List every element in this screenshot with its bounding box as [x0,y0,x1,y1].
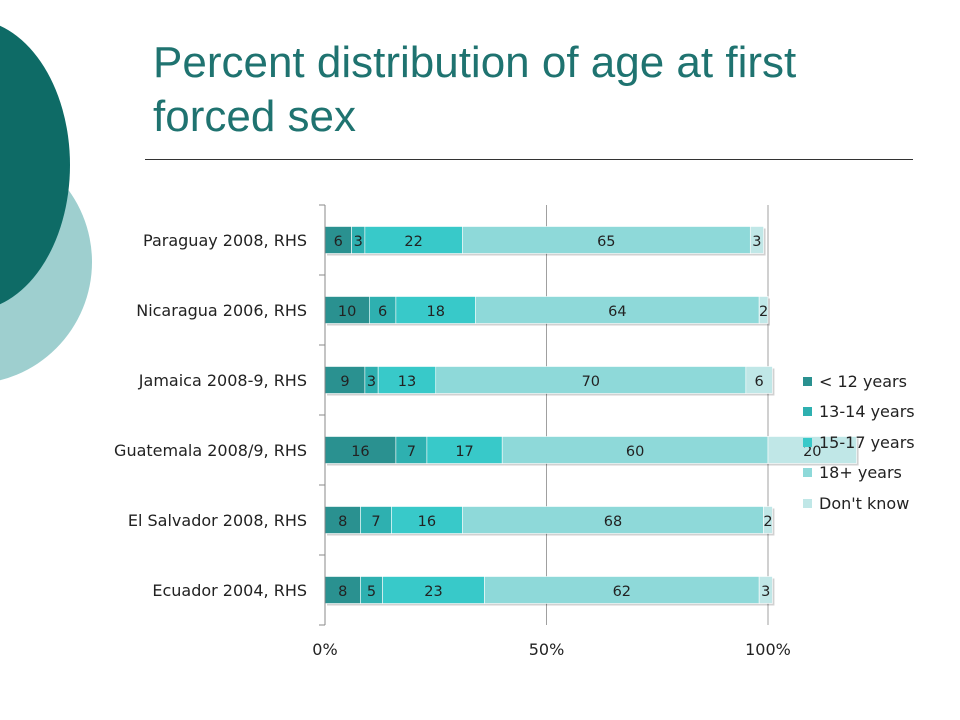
bar-segment [324,436,397,464]
legend-swatch [803,498,812,508]
slide-title: Percent distribution of age at first for… [153,38,797,141]
legend-swatch [803,376,812,386]
legend-swatch [803,407,812,417]
category-label: Jamaica 2008-9, RHS [138,371,307,390]
data-label: 23 [424,584,442,600]
bar-segment [758,296,769,324]
legend-item: Don't know [803,488,915,519]
data-label: 18 [427,304,445,320]
data-label: 8 [338,584,347,600]
title-divider [145,159,913,160]
data-label: 20 [803,444,821,460]
data-label: 6 [334,234,343,250]
category-label: El Salvador 2008, RHS [128,511,307,530]
data-label: 6 [378,304,387,320]
bar-segment [435,366,747,394]
data-label: 68 [604,514,622,530]
bar-segment [395,436,428,464]
data-label: 16 [418,514,436,530]
bar-segment [324,506,361,534]
data-label: 3 [761,584,770,600]
data-label: 62 [613,584,631,600]
bar-segment [763,506,773,534]
bar-segment [360,506,392,534]
category-label: Paraguay 2008, RHS [143,231,307,250]
data-label: 2 [759,304,768,320]
data-label: 3 [367,374,376,390]
x-tick-label: 100% [745,640,791,659]
data-label: 7 [371,514,380,530]
data-label: 5 [367,584,376,600]
legend-item: 15-17 years [803,427,915,458]
data-label: 22 [404,234,422,250]
bar-segment [462,226,751,254]
legend-item: < 12 years [803,366,915,397]
data-label: 3 [354,234,363,250]
bar-segment [745,366,773,394]
data-label: 17 [455,444,473,460]
legend-label: 15-17 years [819,432,915,452]
legend-label: < 12 years [819,371,907,391]
data-label: 60 [626,444,644,460]
bar-segment [364,226,463,254]
grid-layer [546,205,769,625]
data-label: 65 [597,234,615,250]
data-label: 64 [608,304,626,320]
bar-segment [426,436,503,464]
bar-segment [749,226,764,254]
bar-segment [475,296,760,324]
data-label: 6 [755,374,764,390]
data-label: 8 [338,514,347,530]
x-tick-label: 0% [312,640,337,659]
chart-legend: < 12 years 13-14 years 15-17 years 18+ year… [803,366,915,519]
data-label: 70 [582,374,600,390]
category-label: Ecuador 2004, RHS [152,581,307,600]
decor-circle-dark [0,25,70,305]
category-label: Nicaragua 2006, RHS [136,301,307,320]
bar-segment [382,576,485,604]
legend-item: 18+ years [803,458,915,489]
bar-segment [368,296,397,324]
category-label: Guatemala 2008/9, RHS [114,441,307,460]
legend-item: 13-14 years [803,397,915,428]
bar-segment [391,506,463,534]
axis-layer: Paraguay 2008, RHS Nicaragua 2006, RHS Jam… [114,204,791,659]
bar-segment [758,576,773,604]
bars-layer: 6 3 22 65 310 6 18 64 29 3 13 70 616 7 17 60 208 7 16 68 28 5… [324,226,859,606]
data-label: 2 [763,514,772,530]
bar-segment [462,506,764,534]
bar-segment [501,436,769,464]
data-label: 9 [340,374,349,390]
data-label: 10 [338,304,356,320]
bar-segment [767,436,857,464]
data-label: 16 [351,444,369,460]
bar-segment [377,366,437,394]
legend-label: Don't know [819,493,910,513]
legend-swatch [803,468,812,478]
data-label: 7 [407,444,416,460]
x-tick-label: 50% [529,640,565,659]
data-label: 13 [398,374,416,390]
legend-swatch [803,437,812,447]
bar-segment [324,366,366,394]
data-label: 3 [752,234,761,250]
legend-label: 18+ years [819,463,902,483]
bar-segment [484,576,760,604]
legend-label: 13-14 years [819,402,915,422]
